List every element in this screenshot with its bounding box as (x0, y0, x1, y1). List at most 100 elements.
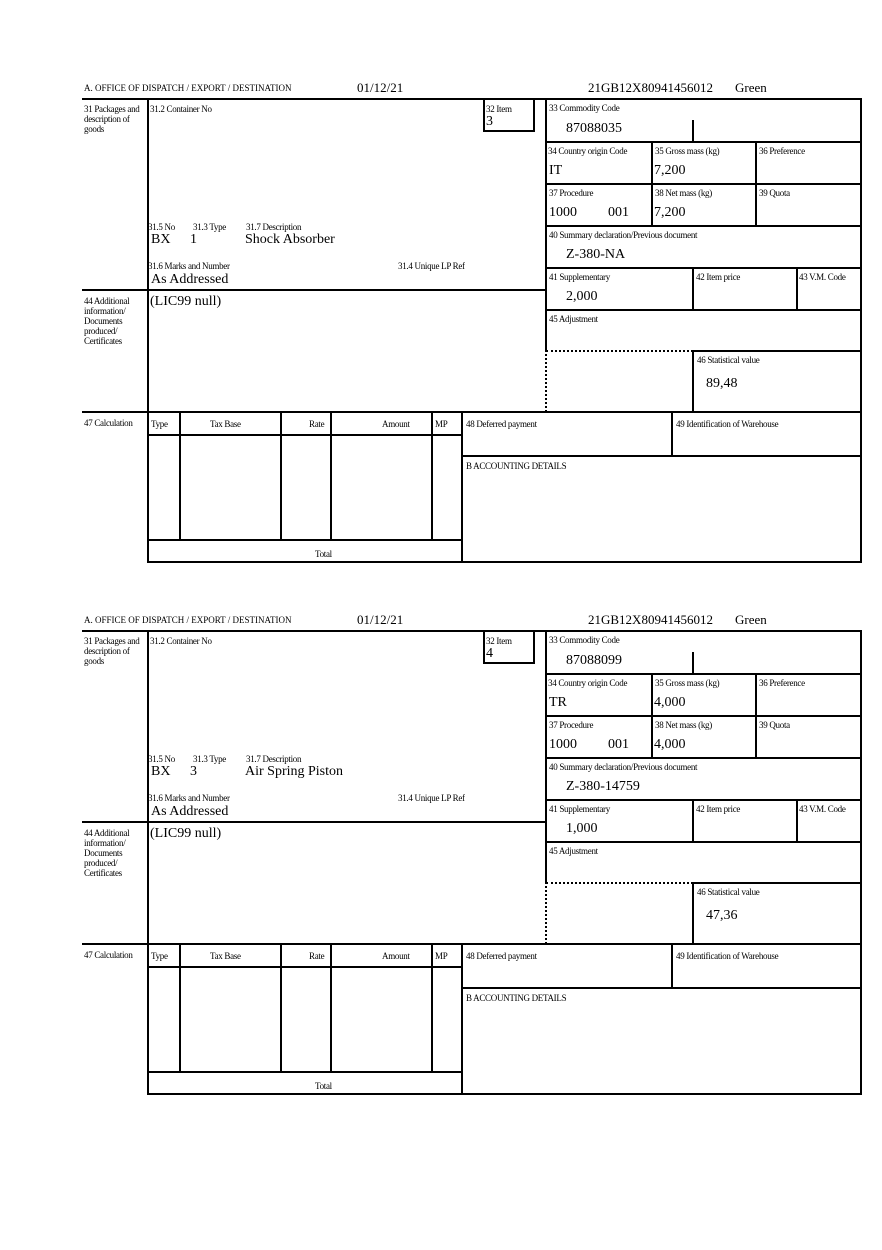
divider (692, 652, 694, 673)
divider (755, 673, 757, 757)
divider (546, 799, 862, 801)
col-amount: Amount (382, 419, 410, 429)
description-label: 31.7 Description (246, 754, 302, 764)
packages-label: 31 Packages and description of goods (84, 104, 140, 134)
divider (651, 141, 653, 225)
statistical-value: 47,36 (706, 908, 738, 923)
divider (796, 267, 798, 309)
divider (431, 944, 433, 1072)
reference-number: 21GB12X80941456012 (588, 80, 713, 95)
deferred-payment-label: 48 Deferred payment (466, 419, 537, 429)
deferred-payment-label: 48 Deferred payment (466, 951, 537, 961)
net-mass-label: 38 Net mass (kg) (655, 188, 712, 198)
divider (280, 412, 282, 540)
container-label: 31.2 Container No (150, 104, 212, 114)
unique-ref-label: 31.4 Unique LP Ref (398, 261, 465, 271)
procedure-label: 37 Procedure (549, 188, 594, 198)
commodity-code: 87088035 (566, 121, 622, 136)
divider (693, 882, 862, 884)
additional-info-value: (LIC99 null) (150, 826, 222, 841)
summary-label: 40 Summary declaration/Previous document (549, 762, 698, 772)
divider (860, 98, 862, 563)
divider (148, 1071, 462, 1073)
net-mass: 7,200 (654, 205, 686, 220)
item-number: 3 (486, 114, 493, 129)
col-mp: MP (435, 951, 448, 961)
divider (431, 412, 433, 540)
summary-label: 40 Summary declaration/Previous document (549, 230, 698, 240)
divider (82, 289, 546, 291)
divider (462, 455, 862, 457)
gross-mass: 7,200 (654, 163, 686, 178)
country-code: IT (549, 163, 563, 178)
divider (546, 841, 862, 843)
warehouse-label: 49 Identification of Warehouse (676, 951, 779, 961)
package-count: 1 (190, 232, 197, 247)
item-price-label: 42 Item price (696, 804, 741, 814)
gross-mass-label: 35 Gross mass (kg) (655, 146, 720, 156)
commodity-code: 87088099 (566, 653, 622, 668)
package-kind: BX (151, 764, 171, 779)
summary-document: Z-380-14759 (566, 779, 640, 794)
col-amount: Amount (382, 951, 410, 961)
container-label: 31.2 Container No (150, 636, 212, 646)
supplementary-units: 2,000 (566, 289, 598, 304)
divider (462, 987, 862, 989)
adjustment-label: 45 Adjustment (549, 314, 598, 324)
divider (147, 630, 149, 1095)
divider (82, 821, 546, 823)
col-tax-base: Tax Base (210, 951, 241, 961)
divider (461, 944, 463, 1094)
no-label: 31.5 No (148, 754, 175, 764)
summary-document: Z-380-NA (566, 247, 626, 262)
divider (692, 120, 694, 141)
statistical-value-label: 46 Statistical value (697, 887, 760, 897)
procedure-additional-code: 001 (608, 737, 629, 752)
divider (692, 882, 694, 944)
accounting-details-label: B ACCOUNTING DETAILS (466, 993, 567, 1003)
procedure-additional-code: 001 (608, 205, 629, 220)
net-mass-label: 38 Net mass (kg) (655, 720, 712, 730)
divider (546, 267, 862, 269)
procedure-code: 1000 (549, 205, 577, 220)
route: Green (735, 80, 767, 95)
divider (330, 944, 332, 1072)
item-number: 4 (486, 646, 493, 661)
additional-info-label: 44 Additional information/ Documents pro… (84, 296, 130, 346)
supplementary-label: 41 Supplementary (549, 804, 610, 814)
item-box (483, 630, 535, 664)
vm-code-label: 43 V.M. Code (799, 272, 846, 282)
declaration-item-form: A. OFFICE OF DISPATCH / EXPORT / DESTINA… (0, 80, 882, 570)
goods-description: Air Spring Piston (245, 764, 344, 779)
statistical-value-label: 46 Statistical value (697, 355, 760, 365)
divider (860, 630, 862, 1095)
supplementary-units: 1,000 (566, 821, 598, 836)
adjustment-label: 45 Adjustment (549, 846, 598, 856)
divider (651, 673, 653, 757)
divider (82, 411, 862, 413)
preference-label: 36 Preference (759, 146, 805, 156)
divider (755, 141, 757, 225)
divider (82, 943, 862, 945)
package-kind: BX (151, 232, 171, 247)
country-code: TR (549, 695, 567, 710)
divider (148, 966, 462, 968)
divider (692, 267, 694, 309)
calculation-label: 47 Calculation (84, 950, 133, 960)
country-label: 34 Country origin Code (548, 146, 628, 156)
marks-label: 31.6 Marks and Number (148, 261, 230, 271)
divider (545, 630, 547, 882)
marks-value: As Addressed (151, 272, 229, 287)
commodity-label: 33 Commodity Code (549, 635, 620, 645)
supplementary-label: 41 Supplementary (549, 272, 610, 282)
declaration-item-form: A. OFFICE OF DISPATCH / EXPORT / DESTINA… (0, 612, 882, 1102)
date: 01/12/21 (357, 80, 404, 95)
item-label: 32 Item (486, 104, 512, 114)
date: 01/12/21 (357, 612, 404, 627)
dotted-divider (545, 350, 547, 412)
net-mass: 4,000 (654, 737, 686, 752)
quota-label: 39 Quota (759, 188, 790, 198)
office-label: A. OFFICE OF DISPATCH / EXPORT / DESTINA… (84, 83, 292, 93)
country-label: 34 Country origin Code (548, 678, 628, 688)
